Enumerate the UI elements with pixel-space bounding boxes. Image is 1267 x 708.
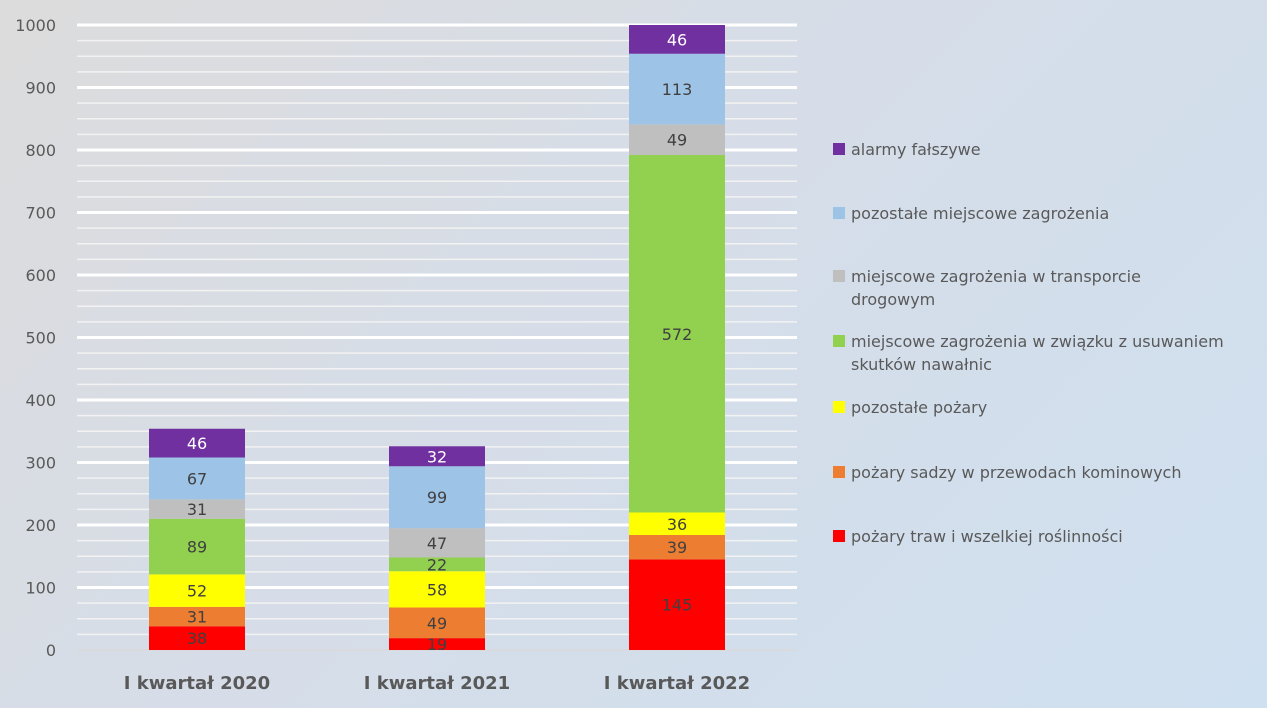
legend-item-storm-hazards: miejscowe zagrożenia w związku z usuwani… bbox=[833, 330, 1251, 376]
y-tick-label: 700 bbox=[25, 204, 56, 223]
bar-segment bbox=[389, 446, 485, 467]
bar-segment bbox=[629, 559, 725, 650]
legend-swatch bbox=[833, 143, 845, 155]
bar-segment bbox=[629, 535, 725, 560]
data-label: 113 bbox=[662, 80, 693, 99]
data-label: 572 bbox=[662, 325, 693, 344]
bar-segment bbox=[149, 457, 245, 500]
data-label: 58 bbox=[427, 580, 447, 599]
y-tick-label: 0 bbox=[46, 641, 56, 660]
data-label: 31 bbox=[187, 500, 207, 519]
bar-segment bbox=[389, 528, 485, 558]
y-tick-label: 200 bbox=[25, 516, 56, 535]
data-label: 49 bbox=[427, 614, 447, 633]
legend-swatch bbox=[833, 530, 845, 542]
bar-segment bbox=[629, 53, 725, 125]
y-tick-label: 1000 bbox=[15, 16, 56, 35]
y-tick-label: 900 bbox=[25, 79, 56, 98]
data-label: 38 bbox=[187, 629, 207, 648]
legend-item-grass-fires: pożary traw i wszelkiej roślinności bbox=[833, 525, 1123, 548]
data-label: 52 bbox=[187, 582, 207, 601]
data-label: 39 bbox=[667, 538, 687, 557]
data-label: 32 bbox=[427, 447, 447, 466]
bar-segment bbox=[149, 574, 245, 607]
bar-segment bbox=[629, 512, 725, 535]
data-label: 49 bbox=[667, 131, 687, 150]
data-label: 22 bbox=[427, 555, 447, 574]
data-label: 47 bbox=[427, 534, 447, 553]
data-label: 36 bbox=[667, 515, 687, 534]
legend-swatch bbox=[833, 466, 845, 478]
y-tick-label: 400 bbox=[25, 391, 56, 410]
bar-segment bbox=[149, 499, 245, 519]
bar-segment bbox=[389, 466, 485, 529]
legend-item-road-transport-hazards: miejscowe zagrożenia w transporcie drogo… bbox=[833, 265, 1181, 311]
data-label: 31 bbox=[187, 608, 207, 627]
y-tick-label: 600 bbox=[25, 266, 56, 285]
legend-swatch bbox=[833, 401, 845, 413]
legend-item-other-fires: pozostałe pożary bbox=[833, 396, 987, 419]
bar-segment bbox=[149, 428, 245, 458]
legend-swatch bbox=[833, 270, 845, 282]
bar-segment bbox=[629, 124, 725, 155]
legend-label: pozostałe miejscowe zagrożenia bbox=[851, 204, 1110, 223]
legend-item-other-local-hazards: pozostałe miejscowe zagrożenia bbox=[833, 202, 1109, 225]
legend-label: pozostałe pożary bbox=[851, 398, 988, 417]
bar-segment bbox=[389, 607, 485, 639]
data-label: 46 bbox=[187, 434, 207, 453]
y-tick-label: 100 bbox=[25, 579, 56, 598]
data-label: 67 bbox=[187, 469, 207, 488]
legend-label: miejscowe zagrożenia w związku z usuwani… bbox=[851, 332, 1224, 374]
legend-swatch bbox=[833, 207, 845, 219]
bar-segment bbox=[149, 606, 245, 627]
bar-segment bbox=[389, 571, 485, 608]
y-tick-label: 300 bbox=[25, 454, 56, 473]
bar-segment bbox=[629, 25, 725, 54]
bar-segment bbox=[629, 155, 725, 513]
data-label: 99 bbox=[427, 488, 447, 507]
y-tick-label: 500 bbox=[25, 329, 56, 348]
bar-segment bbox=[389, 638, 485, 650]
data-label: 145 bbox=[662, 596, 693, 615]
bar-segment bbox=[389, 557, 485, 572]
data-label: 19 bbox=[427, 635, 447, 654]
legend-label: alarmy fałszywe bbox=[851, 140, 981, 159]
data-label: 46 bbox=[667, 30, 687, 49]
legend-label: pożary sadzy w przewodach kominowych bbox=[851, 463, 1182, 482]
legend-label: miejscowe zagrożenia w transporcie drogo… bbox=[851, 267, 1141, 309]
x-tick-label: I kwartał 2021 bbox=[364, 673, 510, 694]
bar-segment bbox=[149, 518, 245, 575]
legend-swatch bbox=[833, 335, 845, 347]
x-tick-label: I kwartał 2020 bbox=[124, 673, 270, 694]
x-tick-label: I kwartał 2022 bbox=[604, 673, 750, 694]
data-label: 89 bbox=[187, 538, 207, 557]
y-tick-label: 800 bbox=[25, 141, 56, 160]
bar-segment bbox=[149, 626, 245, 650]
legend-item-false-alarms: alarmy fałszywe bbox=[833, 138, 981, 161]
legend-label: pożary traw i wszelkiej roślinności bbox=[851, 527, 1123, 546]
legend-item-chimney-fires: pożary sadzy w przewodach kominowych bbox=[833, 461, 1181, 484]
